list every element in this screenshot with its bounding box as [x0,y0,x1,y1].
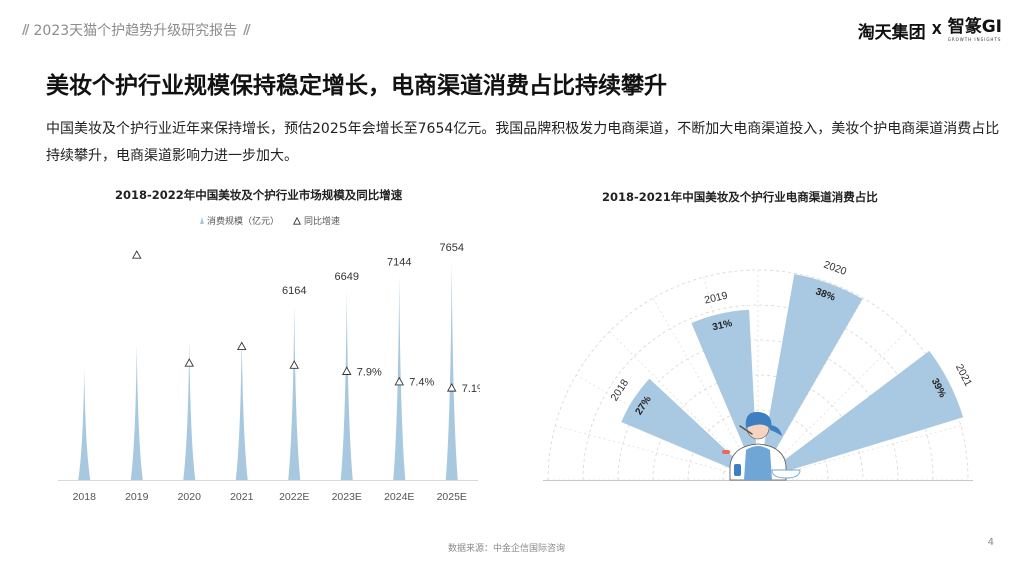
brand-logo: 淘天集团 X 智篆GI GROWTH INSIGHTS [857,18,1002,44]
brand-right: 智篆GI [947,17,1002,37]
left-chart-title: 2018-2022年中国美妆及个护行业市场规模及同比增速 [115,188,403,202]
headline: 美妆个护行业规模保持稳定增长，电商渠道消费占比持续攀升 [46,73,667,99]
sector-year-2021: 2021 [953,362,974,388]
growth-point-2023E [341,366,352,375]
legend-item-growth: 同比增速 [293,214,340,227]
growth-label-2025E: 7.1% [462,383,480,395]
sector-2019 [691,309,758,480]
person-illustration-icon [722,411,801,481]
brand-x: X [931,23,942,38]
report-title: 2023天猫个护趋势升级研究报告 [33,23,238,39]
sector-2020 [758,274,863,480]
sector-2018 [621,378,758,480]
sector-year-2019: 2019 [703,290,729,307]
x-tick-2021: 2021 [230,491,254,503]
bar-label-2025E: 7654 [440,242,464,254]
x-tick-2025E: 2025E [437,491,467,503]
bar-label-2024E: 7144 [387,257,411,269]
brand-left: 淘天集团 [857,23,926,43]
legend-spike-icon [200,217,204,224]
bar-2025E [445,260,458,480]
legend-triangle-icon [293,216,302,225]
x-tick-2020: 2020 [178,491,202,503]
slash-decoration-icon: // [243,22,250,38]
source-note: 数据来源：中金企信国际咨询 [448,544,566,554]
bar-2023E [340,288,353,480]
growth-point-2019 [131,250,142,259]
left-chart: 2018 2019 2020 2021 6164 2022E 6649 2023E 7.9% 71… [58,242,480,503]
growth-point-2020 [184,358,195,367]
x-tick-2018: 2018 [73,491,97,503]
legend-label-size: 消费规模（亿元） [207,217,280,227]
grid-ray-11 [555,425,741,476]
bar-label-2023E: 6649 [335,271,359,283]
x-tick-2019: 2019 [125,491,149,503]
page-number: 4 [987,537,994,548]
bar-2021 [235,331,248,480]
right-chart-title: 2018-2021年中国美妆及个护行业电商渠道消费占比 [602,190,878,204]
bar-2019 [130,343,143,480]
grid-ray-8 [652,297,750,465]
x-tick-2024E: 2024E [384,491,414,503]
sector-label-2019: 31% [711,318,733,333]
brand-sub: GROWTH INSIGHTS [947,37,1002,42]
body-text: 中国美妆及个护行业近年来保持增长，预估2025年会增长至7654亿元。我国品牌积… [46,121,1000,164]
legend-item-size: 消费规模（亿元） [200,214,279,227]
growth-point-2025E [446,382,457,392]
report-title-bar: // 2023天猫个护趋势升级研究报告 // [22,20,250,40]
grid-ray-1 [775,425,961,476]
legend-label-growth: 同比增速 [304,217,341,227]
brand-right-block: 智篆GI GROWTH INSIGHTS [948,19,1002,42]
x-tick-2022E: 2022E [279,491,309,503]
slash-decoration-icon: // [22,22,29,38]
sector-year-2018: 2018 [608,377,631,403]
growth-point-2022E [289,360,300,369]
bar-label-2022E: 6164 [282,285,306,297]
sector-2021 [758,350,964,480]
growth-label-2023E: 7.9% [357,366,382,378]
x-tick-2023E: 2023E [332,491,362,503]
grid-arc-4 [582,304,934,481]
bar-2018 [78,367,91,480]
growth-point-2024E [394,376,405,386]
grid-ray-9 [609,331,746,468]
bar-2022E [288,302,301,480]
growth-point-2021 [236,341,247,351]
left-chart-legend: 消费规模（亿元） 同比增速 [200,214,340,227]
sector-year-2020: 2020 [822,259,848,278]
bar-2020 [183,339,196,480]
growth-label-2024E: 7.4% [409,377,434,389]
